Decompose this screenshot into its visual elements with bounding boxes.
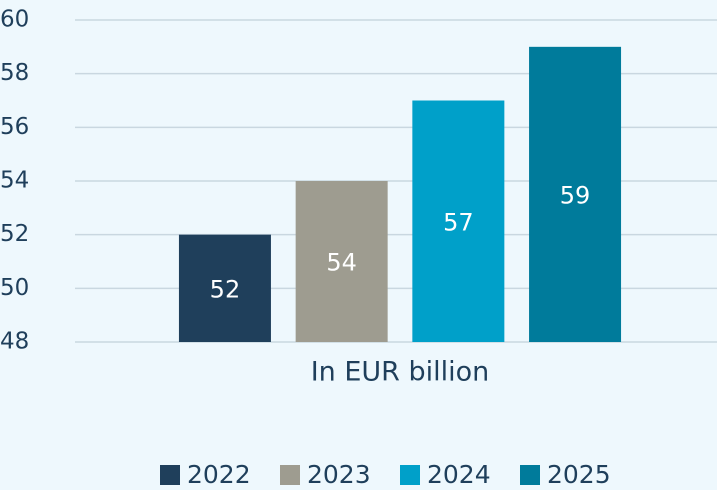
value-label: 59 bbox=[560, 181, 591, 209]
bar bbox=[412, 100, 505, 342]
legend-label: 2023 bbox=[307, 460, 371, 489]
legend-swatch bbox=[400, 465, 420, 485]
bar bbox=[178, 234, 271, 342]
legend-swatch bbox=[520, 465, 540, 485]
y-tick-label: 54 bbox=[0, 168, 29, 194]
y-tick-label: 58 bbox=[0, 60, 29, 86]
legend-swatch bbox=[280, 465, 300, 485]
value-label: 54 bbox=[326, 249, 357, 277]
value-label: 52 bbox=[210, 275, 241, 303]
legend-label: 2025 bbox=[547, 460, 611, 489]
y-tick-label: 52 bbox=[0, 221, 29, 247]
bar bbox=[295, 181, 388, 342]
y-tick-label: 60 bbox=[0, 7, 29, 33]
legend-label: 2022 bbox=[187, 460, 251, 489]
y-tick-label: 50 bbox=[0, 275, 29, 301]
legend-label: 2024 bbox=[427, 460, 491, 489]
value-label: 57 bbox=[443, 208, 474, 236]
x-axis-label: In EUR billion bbox=[311, 357, 490, 388]
bar bbox=[529, 46, 622, 342]
y-tick-label: 48 bbox=[0, 329, 29, 355]
legend-swatch bbox=[160, 465, 180, 485]
y-tick-label: 56 bbox=[0, 114, 29, 140]
